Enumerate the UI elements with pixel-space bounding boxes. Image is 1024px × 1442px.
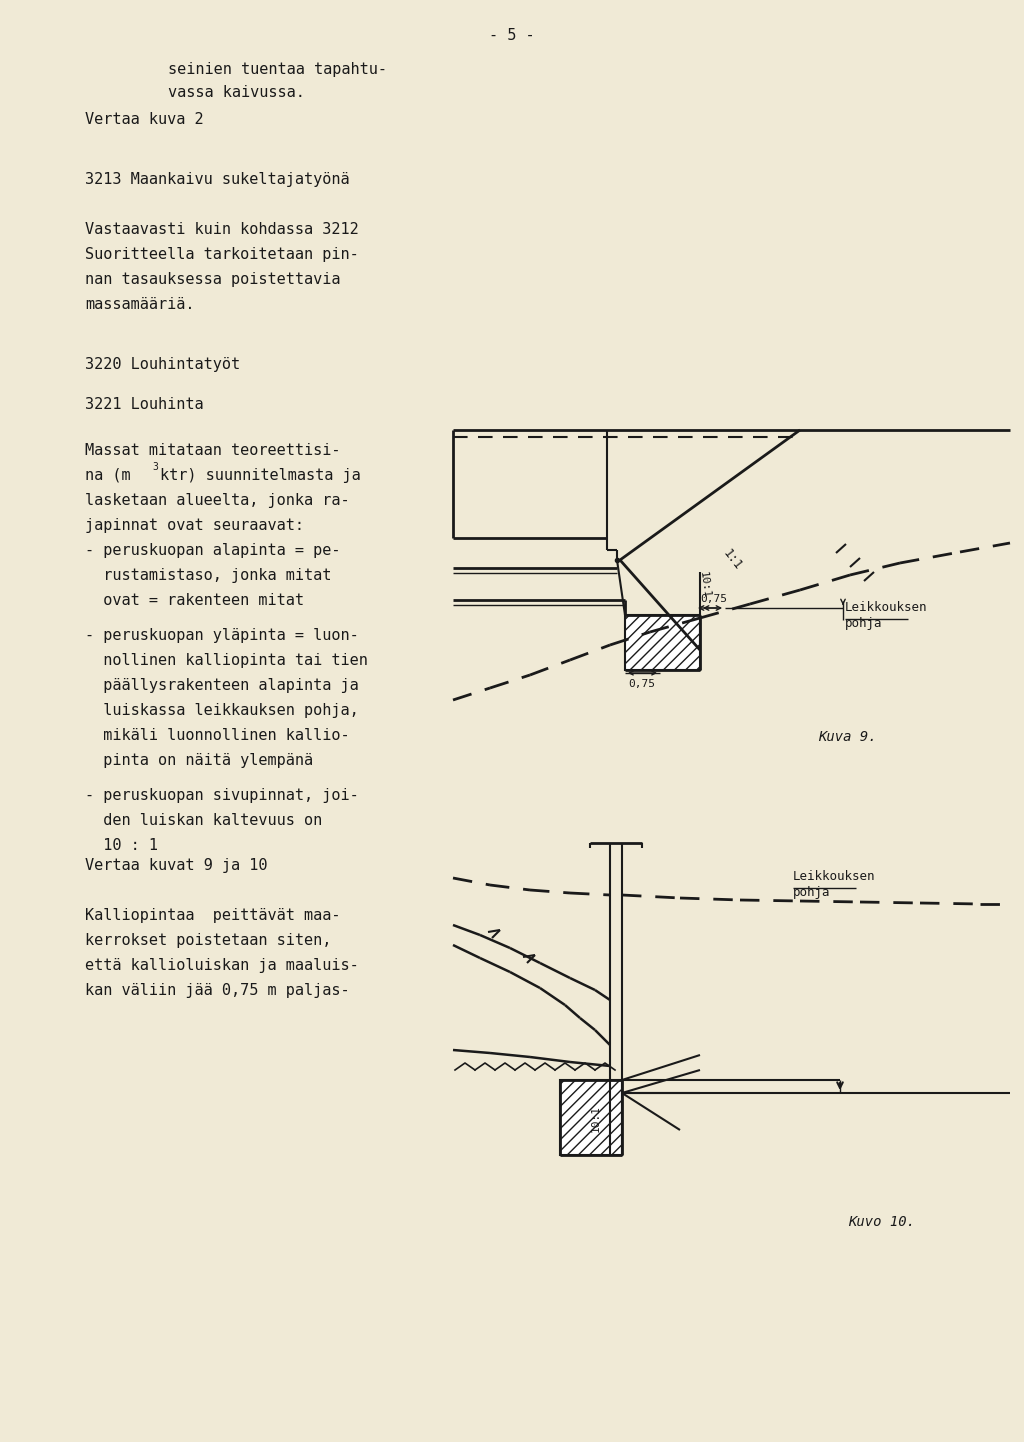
Text: - peruskuopan yläpinta = luon-: - peruskuopan yläpinta = luon-: [85, 629, 358, 643]
Text: na (m: na (m: [85, 469, 131, 483]
Text: - peruskuopan alapinta = pe-: - peruskuopan alapinta = pe-: [85, 544, 341, 558]
Text: Vastaavasti kuin kohdassa 3212: Vastaavasti kuin kohdassa 3212: [85, 222, 358, 236]
Text: Massat mitataan teoreettisi-: Massat mitataan teoreettisi-: [85, 443, 341, 459]
Text: seinien tuentaa tapahtu-: seinien tuentaa tapahtu-: [168, 62, 387, 76]
Text: pohja: pohja: [793, 885, 830, 898]
Text: 10:1: 10:1: [591, 1105, 601, 1132]
Text: nan tasauksessa poistettavia: nan tasauksessa poistettavia: [85, 273, 341, 287]
Text: ovat = rakenteen mitat: ovat = rakenteen mitat: [85, 593, 304, 609]
Text: luiskassa leikkauksen pohja,: luiskassa leikkauksen pohja,: [85, 704, 358, 718]
Text: Kalliopintaa  peittävät maa-: Kalliopintaa peittävät maa-: [85, 908, 341, 923]
Text: 3221 Louhinta: 3221 Louhinta: [85, 397, 204, 412]
Text: mikäli luonnollinen kallio-: mikäli luonnollinen kallio-: [85, 728, 349, 743]
Text: että kallioluiskan ja maaluis-: että kallioluiskan ja maaluis-: [85, 957, 358, 973]
Text: 3220 Louhintatyöt: 3220 Louhintatyöt: [85, 358, 240, 372]
Text: pinta on näitä ylempänä: pinta on näitä ylempänä: [85, 753, 313, 769]
Polygon shape: [625, 614, 700, 671]
Text: pohja: pohja: [845, 617, 883, 630]
Text: 0,75: 0,75: [628, 679, 655, 689]
Text: 10:1: 10:1: [698, 571, 712, 598]
Text: kerrokset poistetaan siten,: kerrokset poistetaan siten,: [85, 933, 332, 947]
Text: 3: 3: [152, 461, 158, 472]
Text: - peruskuopan sivupinnat, joi-: - peruskuopan sivupinnat, joi-: [85, 787, 358, 803]
Text: nollinen kalliopinta tai tien: nollinen kalliopinta tai tien: [85, 653, 368, 668]
Text: vassa kaivussa.: vassa kaivussa.: [168, 85, 305, 99]
Text: kan väliin jää 0,75 m paljas-: kan väliin jää 0,75 m paljas-: [85, 983, 349, 998]
Text: japinnat ovat seuraavat:: japinnat ovat seuraavat:: [85, 518, 304, 534]
Text: Kuvo 10.: Kuvo 10.: [848, 1216, 915, 1229]
Text: Suoritteella tarkoitetaan pin-: Suoritteella tarkoitetaan pin-: [85, 247, 358, 262]
Text: Leikkouksen: Leikkouksen: [845, 601, 928, 614]
Text: rustamistaso, jonka mitat: rustamistaso, jonka mitat: [85, 568, 332, 583]
Text: Vertaa kuva 2: Vertaa kuva 2: [85, 112, 204, 127]
Text: 0,75: 0,75: [700, 594, 727, 604]
Text: päällysrakenteen alapinta ja: päällysrakenteen alapinta ja: [85, 678, 358, 694]
Polygon shape: [560, 1080, 622, 1155]
Text: Kuva 9.: Kuva 9.: [818, 730, 877, 744]
Text: 10 : 1: 10 : 1: [85, 838, 158, 854]
Text: Leikkouksen: Leikkouksen: [793, 870, 876, 883]
Text: den luiskan kaltevuus on: den luiskan kaltevuus on: [85, 813, 323, 828]
Text: lasketaan alueelta, jonka ra-: lasketaan alueelta, jonka ra-: [85, 493, 349, 508]
Text: 1:1: 1:1: [720, 547, 744, 572]
Text: - 5 -: - 5 -: [489, 27, 535, 43]
Text: ktr) suunnitelmasta ja: ktr) suunnitelmasta ja: [160, 469, 360, 483]
Text: 3213 Maankaivu sukeltajatyönä: 3213 Maankaivu sukeltajatyönä: [85, 172, 349, 187]
Text: massamääriä.: massamääriä.: [85, 297, 195, 311]
Text: Vertaa kuvat 9 ja 10: Vertaa kuvat 9 ja 10: [85, 858, 267, 872]
